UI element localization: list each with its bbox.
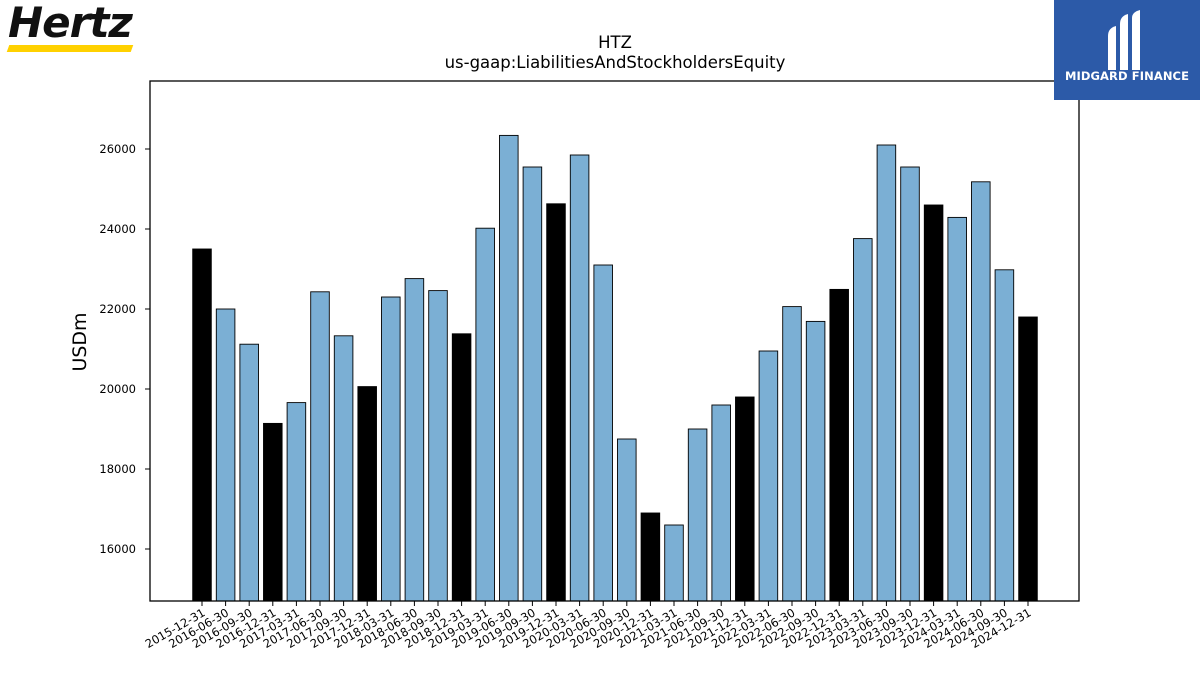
midgard-finance-logo: MIDGARD FINANCE (1054, 0, 1200, 100)
bar-2023-12-31 (923, 204, 944, 602)
y-tick-label: 24000 (99, 222, 136, 236)
bar-2022-06-30 (782, 306, 802, 602)
bar-2020-06-30 (593, 264, 613, 602)
bar-2023-03-31 (853, 238, 873, 602)
bar-2015-12-31 (192, 248, 212, 602)
midgard-finance-text: MIDGARD FINANCE (1064, 69, 1190, 83)
y-tick-label: 16000 (99, 542, 136, 556)
bar-2021-06-30 (687, 428, 708, 602)
bar-2017-06-30 (310, 291, 330, 602)
bar-2024-06-30 (971, 181, 991, 602)
bar-2024-09-30 (994, 269, 1015, 602)
bar-2018-03-31 (381, 296, 401, 602)
y-axis-ticks: 16000 18000 20000 22000 24000 26000 (99, 142, 150, 556)
bar-2016-06-30 (215, 308, 236, 602)
bar-2019-06-30 (499, 134, 519, 602)
bar-2017-12-31 (357, 386, 377, 602)
bar-2023-09-30 (900, 166, 920, 602)
y-tick-label: 22000 (99, 302, 136, 316)
bar-2024-12-31 (1018, 316, 1038, 602)
bars-group (192, 134, 1038, 602)
bar-2018-12-31 (451, 333, 472, 602)
bar-2017-03-31 (286, 402, 307, 602)
bar-2023-06-30 (876, 144, 897, 602)
bar-2019-03-31 (475, 227, 495, 602)
bar-2020-03-31 (569, 154, 590, 602)
y-tick-label: 20000 (99, 382, 136, 396)
bar-2022-03-31 (758, 350, 779, 602)
chart-subtitle: us-gaap:LiabilitiesAndStockholdersEquity (445, 53, 786, 72)
bar-2016-09-30 (239, 343, 259, 602)
bar-2020-12-31 (640, 512, 661, 602)
bar-2021-03-31 (664, 524, 684, 602)
bar-2024-03-31 (947, 216, 967, 602)
bar-2022-12-31 (829, 288, 849, 602)
bar-2022-09-30 (805, 320, 826, 602)
hertz-logo: Hertz (6, 0, 138, 54)
bar-2021-09-30 (711, 404, 731, 602)
hertz-logo-text: Hertz (8, 0, 133, 47)
y-axis-label: USDm (69, 312, 91, 371)
bar-2018-09-30 (428, 290, 448, 602)
plot-frame (149, 80, 1080, 602)
y-tick-label: 18000 (99, 462, 136, 476)
chart-title: HTZ (598, 33, 632, 52)
bar-2016-12-31 (263, 422, 283, 602)
bar-2019-12-31 (546, 203, 566, 602)
bar-2019-09-30 (522, 166, 543, 602)
bar-2017-09-30 (333, 335, 354, 602)
x-axis-ticks: 2015-12-312016-06-302016-09-302016-12-31… (143, 601, 1034, 651)
y-tick-label: 26000 (99, 142, 136, 156)
bar-2020-09-30 (617, 438, 637, 602)
midgard-mark-icon (1108, 10, 1140, 70)
bar-2021-12-31 (735, 396, 755, 602)
bar-2018-06-30 (404, 278, 425, 602)
